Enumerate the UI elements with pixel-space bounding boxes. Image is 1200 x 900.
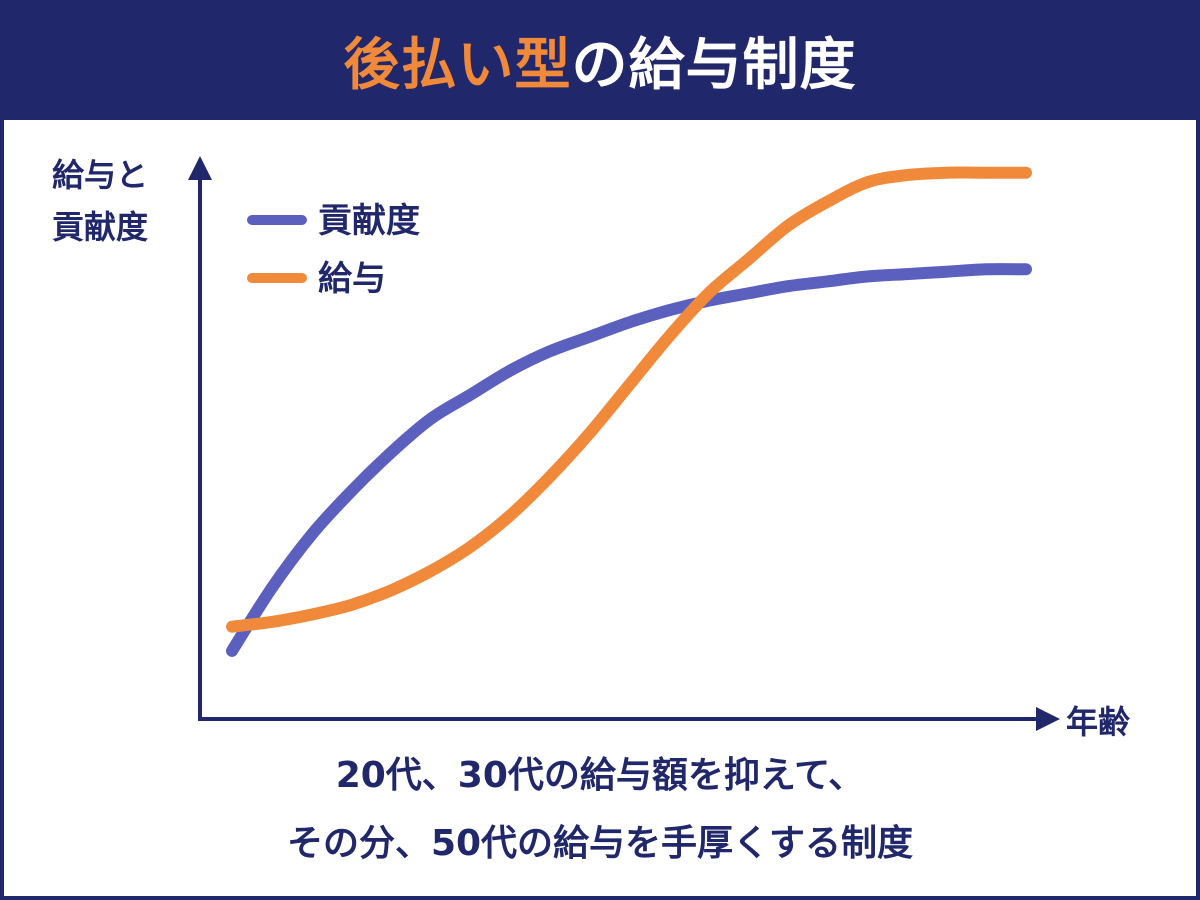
series-line-salary — [226, 166, 1032, 633]
series-layer — [226, 166, 1032, 657]
axes — [188, 156, 1060, 731]
legend: 貢献度 給与 — [247, 201, 420, 299]
y-axis-label: 給与と 貢献度 — [52, 156, 148, 246]
series-line-contribution — [226, 263, 1032, 657]
legend-label-contribution: 貢献度 — [318, 201, 420, 241]
caption-line-2: その分、50代の給与を手厚くする制度 — [286, 823, 914, 864]
chart-title: 後払い型の給与制度 — [344, 20, 857, 101]
y-axis-label-line-1: 給与と — [52, 156, 148, 194]
x-axis-label: 年齢 — [1066, 703, 1130, 740]
line-chart: 給与と 貢献度 年齢 貢献度 給与 — [52, 156, 1130, 740]
caption-line-1: 20代、30代の給与額を抑えて、 — [335, 755, 865, 796]
x-axis-arrow-icon — [1036, 707, 1060, 731]
title-banner: 後払い型の給与制度 — [0, 0, 1200, 120]
chart-title-rest: の給与制度 — [571, 32, 857, 98]
y-axis-label-line-2: 貢献度 — [52, 208, 148, 246]
caption: 20代、30代の給与額を抑えて、 その分、50代の給与を手厚くする制度 — [0, 742, 1200, 878]
chart-title-accent: 後払い型 — [343, 32, 572, 98]
legend-label-salary: 給与 — [318, 259, 386, 299]
y-axis-arrow-icon — [188, 156, 212, 180]
